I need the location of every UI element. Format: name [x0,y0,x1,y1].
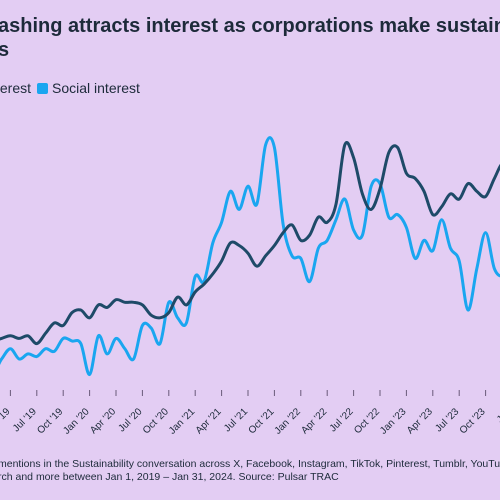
x-tick-label-4: Apr '20 [88,406,118,436]
x-tick-label-15: Jan '23 [378,406,409,437]
x-tick-label-5: Jul '20 [117,406,145,434]
x-tick-label-14: Oct '22 [352,406,382,436]
x-tick-label-6: Oct '20 [141,406,171,436]
x-tick-label-11: Jan '22 [273,406,304,437]
legend-swatch-social [37,82,49,94]
legend-label-social: Social interest [52,80,140,96]
x-tick-label-17: Jul '23 [433,406,461,434]
x-tick-label-12: Apr '22 [299,406,329,436]
x-tick-label-18: Oct '23 [458,406,488,436]
x-tick-label-9: Jul '21 [222,406,250,434]
legend-item-search: terest [0,80,31,96]
x-tick-label-7: Jan '21 [167,406,198,437]
x-tick-label-13: Jul '22 [328,406,356,434]
footnote-line-1: mentions in the Sustainability conversat… [0,458,500,470]
title-line-1: ashing attracts interest as corporations… [0,15,500,37]
footnote: mentions in the Sustainability conversat… [0,458,500,484]
x-tick-label-3: Jan '20 [61,406,92,437]
x-tick-label-16: Apr '23 [405,406,435,436]
x-tick-label-1: Jul '19 [11,406,39,434]
legend: terest Social interest [0,80,140,96]
x-tick-label-2: Oct '19 [35,406,65,436]
title-line-2: s [0,39,10,61]
footnote-line-2: rch and more between Jan 1, 2019 – Jan 3… [0,471,339,483]
series-search-line [0,141,500,346]
series-social-line [0,136,500,377]
x-tick-label-19: Jan [495,406,500,425]
legend-label-search: terest [0,80,32,96]
legend-item-social: Social interest [37,80,140,96]
x-tick-label-8: Apr '21 [194,406,224,436]
x-tick-label-10: Oct '21 [247,406,277,436]
chart-title: ashing attracts interest as corporations… [0,14,500,62]
